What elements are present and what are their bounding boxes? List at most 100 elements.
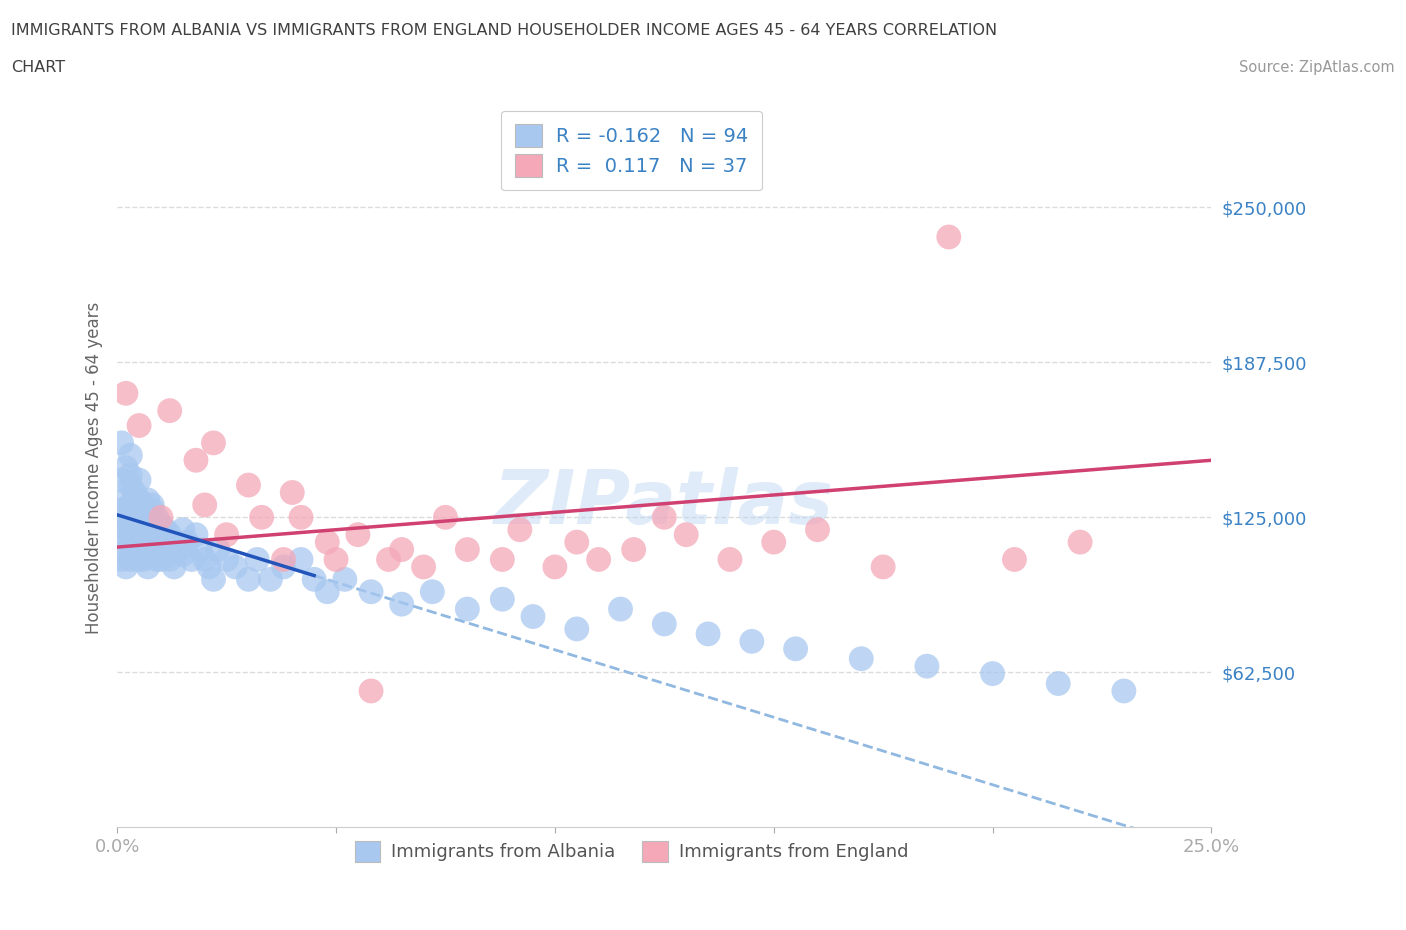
Point (128, 418, 150, 433)
Point (273, 552, 295, 567)
Point (159, 527, 181, 542)
Point (124, 510, 146, 525)
Point (172, 523, 194, 538)
Point (167, 542, 190, 557)
Point (128, 517, 150, 532)
Point (565, 621, 588, 636)
Point (194, 552, 217, 567)
Point (762, 535, 785, 550)
Point (652, 510, 675, 525)
Point (136, 560, 159, 575)
Point (163, 560, 186, 575)
Point (741, 634, 763, 649)
Point (120, 448, 142, 463)
Point (149, 552, 172, 567)
Point (851, 651, 873, 666)
Point (325, 552, 347, 567)
Point (145, 552, 167, 567)
Point (509, 523, 531, 538)
Point (128, 472, 150, 487)
Point (281, 485, 304, 500)
Point (420, 584, 443, 599)
Point (176, 535, 198, 550)
Point (115, 523, 138, 538)
Point (588, 552, 610, 567)
Point (391, 597, 413, 612)
Point (347, 527, 370, 542)
Point (391, 542, 413, 557)
Point (273, 560, 295, 575)
Point (149, 510, 172, 525)
Point (1069, 535, 1091, 550)
Point (149, 517, 172, 532)
Point (981, 666, 1004, 681)
Point (110, 552, 132, 567)
Point (202, 435, 225, 450)
Point (184, 453, 207, 468)
Point (141, 502, 163, 517)
Point (652, 617, 675, 631)
Point (238, 572, 260, 587)
Point (155, 523, 177, 538)
Point (124, 547, 146, 562)
Point (120, 478, 142, 493)
Point (110, 472, 132, 487)
Point (360, 684, 382, 698)
Point (120, 552, 142, 567)
Point (124, 535, 146, 550)
Point (145, 510, 167, 525)
Point (238, 478, 260, 493)
Point (115, 460, 138, 475)
Point (718, 552, 741, 567)
Point (565, 535, 588, 550)
Point (456, 602, 478, 617)
Point (115, 510, 138, 525)
Point (202, 572, 225, 587)
Point (915, 658, 938, 673)
Point (120, 527, 142, 542)
Point (785, 642, 807, 657)
Point (136, 535, 159, 550)
Point (132, 527, 155, 542)
Point (697, 627, 720, 642)
Point (333, 572, 356, 587)
Text: Source: ZipAtlas.com: Source: ZipAtlas.com (1239, 60, 1395, 75)
Point (163, 535, 186, 550)
Legend: Immigrants from Albania, Immigrants from England: Immigrants from Albania, Immigrants from… (347, 833, 915, 869)
Point (132, 502, 155, 517)
Point (120, 468, 142, 483)
Point (456, 542, 478, 557)
Point (434, 510, 457, 525)
Point (159, 552, 181, 567)
Point (132, 552, 155, 567)
Point (155, 547, 177, 562)
Point (128, 535, 150, 550)
Point (194, 498, 217, 512)
Text: ZIPatlas: ZIPatlas (495, 467, 834, 540)
Point (188, 542, 211, 557)
Point (172, 547, 194, 562)
Point (136, 517, 159, 532)
Point (675, 527, 697, 542)
Point (110, 502, 132, 517)
Text: IMMIGRANTS FROM ALBANIA VS IMMIGRANTS FROM ENGLAND HOUSEHOLDER INCOME AGES 45 - : IMMIGRANTS FROM ALBANIA VS IMMIGRANTS FR… (11, 23, 997, 38)
Y-axis label: Householder Income Ages 45 - 64 years: Householder Income Ages 45 - 64 years (86, 301, 103, 634)
Point (290, 552, 312, 567)
Point (128, 552, 150, 567)
Point (115, 560, 138, 575)
Point (806, 523, 828, 538)
Point (141, 542, 163, 557)
Point (302, 572, 325, 587)
Point (544, 560, 567, 575)
Point (1112, 684, 1135, 698)
Point (522, 609, 544, 624)
Point (1004, 552, 1026, 567)
Point (198, 560, 221, 575)
Point (316, 535, 339, 550)
Point (491, 591, 513, 606)
Point (136, 493, 159, 508)
Point (132, 510, 155, 525)
Point (184, 527, 207, 542)
Point (377, 552, 399, 567)
Point (124, 502, 146, 517)
